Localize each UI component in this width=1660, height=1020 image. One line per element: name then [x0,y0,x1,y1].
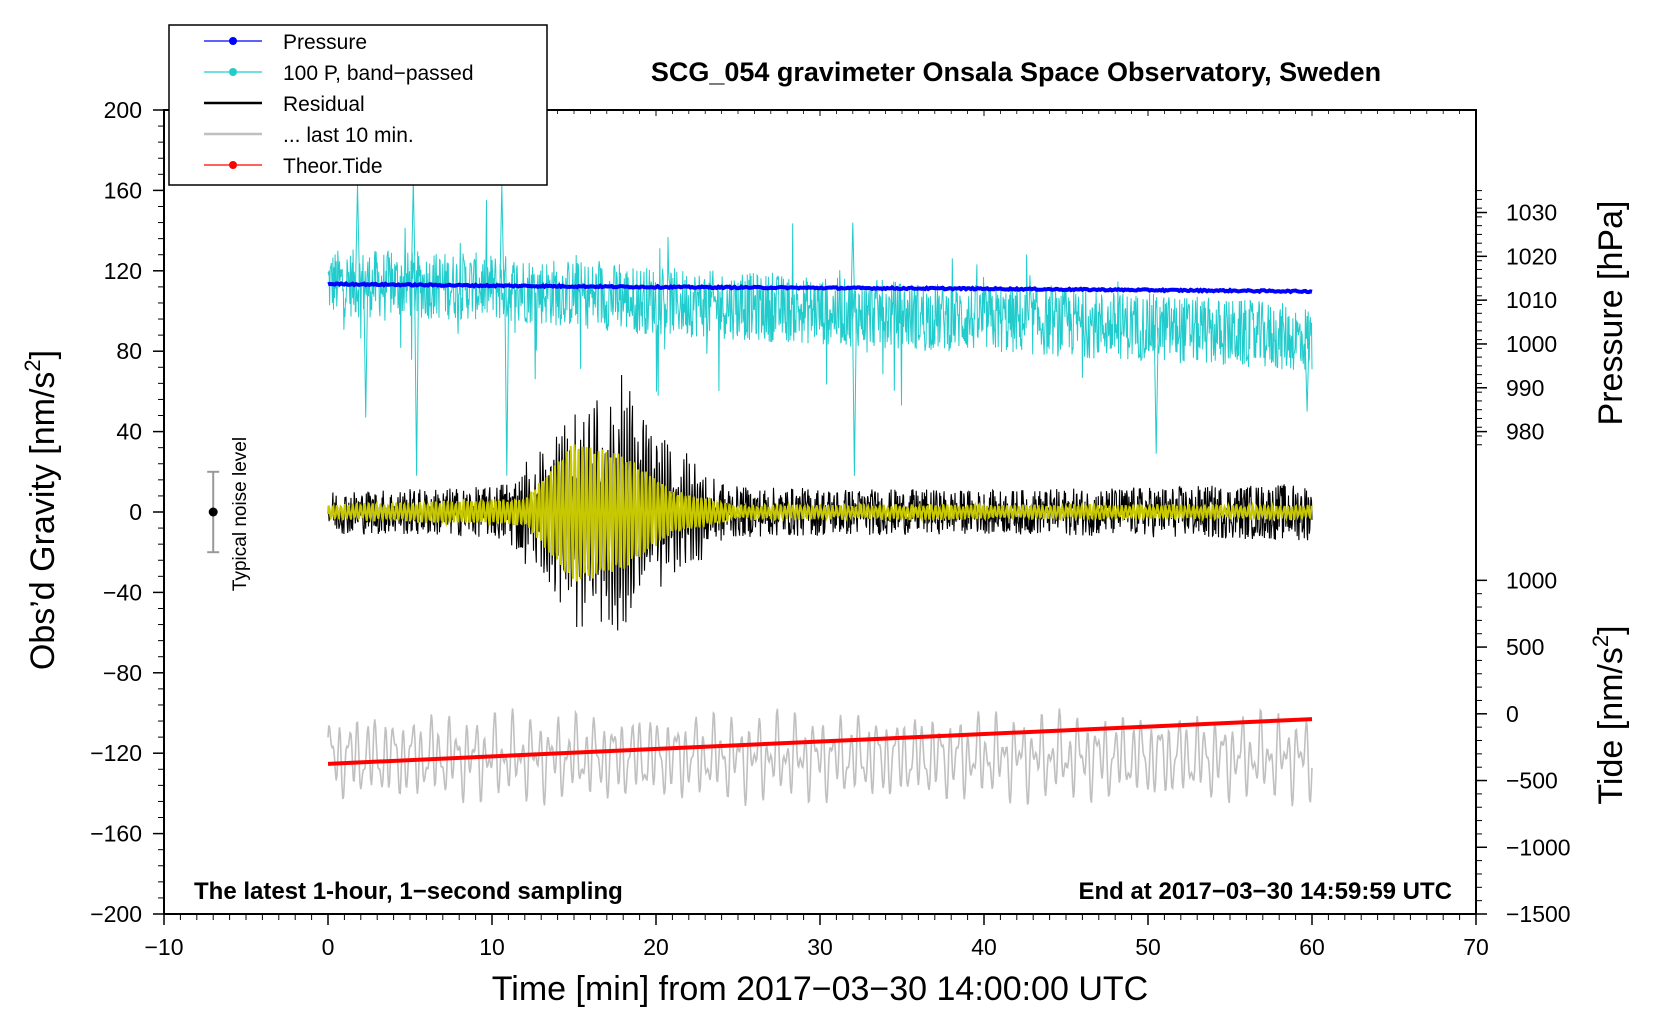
tide-tick-label: −1000 [1506,834,1571,860]
y-tick-label: 80 [116,338,142,364]
pressure-tick-label: 1020 [1506,243,1557,269]
legend-marker [229,37,237,45]
pressure-tick-label: 990 [1506,375,1544,401]
left-axis-ticks: 200 160 120 80 40 0 −40 −80 −120 −160 −200 [90,97,164,927]
x-tick-label: 30 [807,934,833,960]
chart-title: SCG_054 gravimeter Onsala Space Observat… [651,57,1381,87]
noise-level-bar [207,470,220,554]
series-pressure [327,281,1313,295]
x-tick-label: −10 [144,934,183,960]
noise-bar-center-dot [208,507,218,517]
series-last-10-min [327,707,1313,807]
legend-marker [229,68,237,76]
band-passed-spike [504,288,510,476]
series-band-passed-pressure [327,200,1313,406]
series-filtered-residual [327,444,1313,582]
x-axis-title: Time [min] from 2017−03−30 14:00:00 UTC [492,970,1148,1008]
x-tick-label: 70 [1463,934,1489,960]
x-tick-label: 40 [971,934,997,960]
tide-tick-label: 0 [1506,701,1519,727]
x-tick-label: 0 [322,934,335,960]
y-tick-label: −40 [103,579,142,605]
legend: Pressure 100 P, band−passed Residual ... la… [168,24,548,186]
band-passed-spike [850,222,856,313]
band-passed-spike [414,284,419,476]
tide-tick-label: 1000 [1506,567,1557,593]
legend-marker [229,161,237,169]
band-passed-spike [1153,327,1159,454]
y-axis-title-left-superscript: 2 [20,359,45,371]
y-axis-title-pressure: Pressure [hPa] [1592,201,1630,426]
y-tick-label: 200 [104,97,142,123]
noise-label: Typical noise level [230,437,251,591]
pressure-tick-label: 980 [1506,419,1544,445]
pressure-tick-label: 1010 [1506,287,1557,313]
y-tick-label: −160 [90,821,142,847]
legend-box [168,24,548,186]
legend-label: ... last 10 min. [283,124,414,147]
band-passed-spike [1304,338,1310,412]
pressure-tick-label: 1030 [1506,200,1557,226]
legend-label: Theor.Tide [283,155,383,178]
tide-tick-label: −1500 [1506,901,1571,927]
annotation-sampling: The latest 1-hour, 1−second sampling [194,878,623,905]
y-tick-label: 120 [104,258,142,284]
y-axis-title-tide: Tide [nm/s2] [1588,625,1630,804]
band-passed-spike [852,312,857,476]
y-tick-label: −200 [90,901,142,927]
y-axis-title-left: Obs’d Gravity [nm/s2] [20,350,62,670]
y-tick-label: −120 [90,740,142,766]
series-layer [327,180,1313,807]
y-tick-label: 160 [104,177,142,203]
band-passed-spike [363,283,369,418]
tide-tick-label: −500 [1506,768,1558,794]
series-theoretical-tide [327,717,1313,766]
annotation-end-time: End at 2017−03−30 14:59:59 UTC [1078,878,1452,905]
y-axis-title-tide-superscript: 2 [1588,635,1613,647]
y-tick-label: 0 [129,499,142,525]
tide-tick-label: 500 [1506,634,1544,660]
x-tick-label: 10 [479,934,505,960]
y-tick-label: 40 [116,419,142,445]
y-tick-label: −80 [103,660,142,686]
pressure-tick-label: 1000 [1506,331,1557,357]
x-tick-label: 60 [1299,934,1325,960]
legend-label: Residual [283,93,365,116]
x-tick-label: 20 [643,934,669,960]
right-axis-ticks: 1030 1020 1010 1000 990 980 1000 500 0 −500 −1000 −… [1476,190,1571,927]
legend-label: Pressure [283,31,367,54]
x-tick-label: 50 [1135,934,1161,960]
legend-label: 100 P, band−passed [283,62,474,85]
